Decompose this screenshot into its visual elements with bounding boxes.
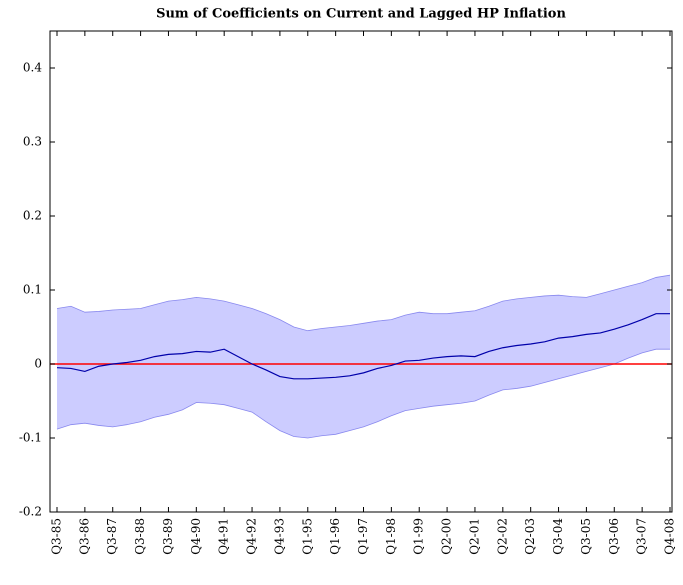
x-tick-label: Q4-90: [189, 518, 203, 555]
band-edge: [56, 348, 670, 439]
y-tick-label: 0.3: [23, 135, 42, 149]
y-tick-label: -0.1: [19, 431, 42, 445]
y-tick-label: 0.1: [23, 283, 42, 297]
x-tick-label: Q4-92: [245, 518, 259, 555]
x-tick-label: Q3-05: [579, 518, 593, 555]
x-tick-label: Q1-98: [384, 518, 398, 555]
x-tick-label: Q1-99: [412, 518, 426, 555]
x-tick-label: Q4-91: [217, 518, 231, 555]
x-tick-label: Q3-87: [105, 518, 119, 555]
line: [56, 313, 670, 380]
x-tick-label: Q4-08: [663, 518, 677, 555]
x-tick-label: Q3-85: [50, 518, 64, 555]
x-tick-label: Q3-04: [551, 518, 565, 555]
x-tick-label: Q3-06: [607, 518, 621, 555]
x-tick-label: Q4-93: [272, 518, 286, 555]
x-tick-label: Q1-97: [356, 518, 370, 555]
x-tick-label: Q2-03: [523, 518, 537, 555]
x-tick-label: Q3-07: [635, 518, 649, 555]
x-tick-label: Q3-89: [161, 518, 175, 555]
y-tick-label: 0.4: [23, 61, 42, 75]
y-tick-label: -0.2: [19, 505, 42, 519]
x-tick-label: Q1-96: [328, 518, 342, 555]
x-tick-label: Q2-01: [467, 518, 481, 555]
y-tick-label: 0.2: [23, 209, 42, 223]
y-tick-label: 0: [34, 357, 42, 371]
plot-frame: [49, 30, 673, 513]
band-edge: [56, 274, 671, 332]
chart-title: Sum of Coefficients on Current and Lagge…: [156, 7, 566, 22]
x-tick-label: Q2-00: [440, 518, 454, 555]
confidence-band: [57, 275, 670, 438]
x-tick-label: Q2-02: [495, 518, 509, 555]
x-tick-label: Q3-88: [133, 518, 147, 555]
x-tick-label: Q1-95: [300, 518, 314, 555]
x-tick-label: Q3-86: [77, 518, 91, 555]
